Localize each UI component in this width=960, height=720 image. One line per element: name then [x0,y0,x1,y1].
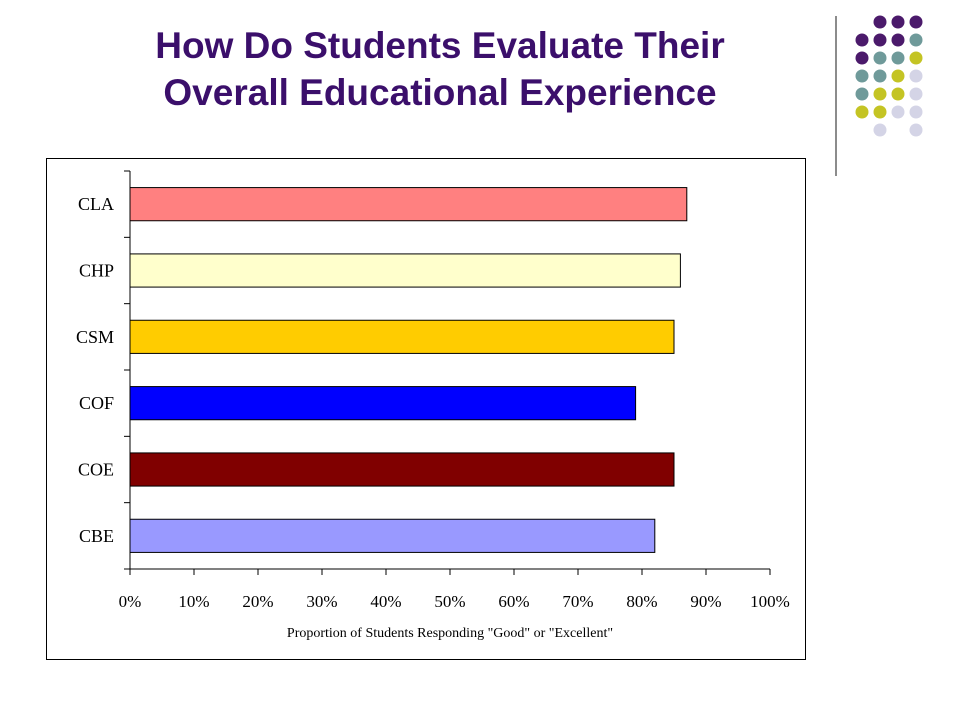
x-tick-label: 70% [562,592,593,611]
decorative-dot [891,87,905,101]
bar-csm [129,319,675,354]
decorative-dot [909,87,923,101]
x-tick-label: 0% [119,592,142,611]
slide-title-line-1: How Do Students Evaluate Their [155,25,725,66]
x-tick-label: 90% [690,592,721,611]
decorative-dot [873,33,887,47]
bar-cla [129,187,688,222]
decorative-dot [873,123,887,137]
decorative-dot [909,15,923,29]
x-axis-title: Proportion of Students Responding "Good"… [287,626,613,641]
decorative-dot [873,87,887,101]
x-tick-label: 40% [370,592,401,611]
decorative-dot [891,105,905,119]
bar-cof [129,386,637,421]
decorative-dot [891,33,905,47]
y-tick-label: CLA [78,194,114,214]
decorative-dot [855,69,869,83]
decorative-dot [855,105,869,119]
decorative-dot [873,69,887,83]
bar-chart: 0% 10% 20% 30% 40% 50% 60% 70% 80% 90% 100% CLA CHP C… [76,170,790,641]
decorative-dot [909,33,923,47]
x-tick-label: 30% [306,592,337,611]
decorative-dot [891,15,905,29]
bar-coe [129,452,675,487]
y-tick-label: CSM [76,327,114,347]
decorative-dot [909,51,923,65]
decorative-dot [891,69,905,83]
x-tick-label: 80% [626,592,657,611]
decorative-dot [873,15,887,29]
decorative-divider [835,16,837,176]
chart-area: 0% 10% 20% 30% 40% 50% 60% 70% 80% 90% 100% CLA CHP C… [46,158,806,660]
x-tick-label: 60% [498,592,529,611]
slide-title: How Do Students Evaluate Their Overall E… [60,22,820,116]
y-tick-label: CBE [79,526,114,546]
decorative-dot [855,33,869,47]
x-tick-label: 100% [750,592,790,611]
bar-cbe [129,518,656,553]
decorative-dot [909,69,923,83]
x-tick-label: 20% [242,592,273,611]
y-tick-label: COE [78,460,114,480]
slide-title-line-2: Overall Educational Experience [163,72,717,113]
y-tick-label: COF [79,393,114,413]
decorative-dot [855,51,869,65]
bar-chp [129,253,681,288]
decorative-dot [873,105,887,119]
decorative-dot [873,51,887,65]
x-tick-label: 10% [178,592,209,611]
decorative-dot [855,87,869,101]
decorative-dot [891,51,905,65]
y-tick-label: CHP [79,261,114,281]
decorative-dot [909,105,923,119]
decorative-dot-grid [855,15,923,137]
decorative-dot [909,123,923,137]
x-tick-label: 50% [434,592,465,611]
